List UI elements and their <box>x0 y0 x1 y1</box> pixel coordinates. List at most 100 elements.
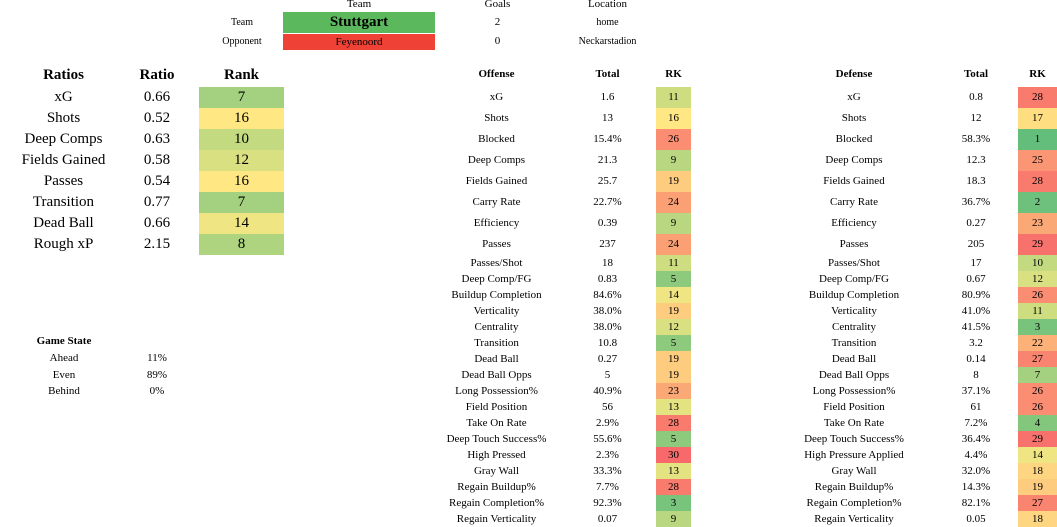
row-rank: 26 <box>656 129 691 150</box>
row-label: Passes/Shot <box>470 257 523 269</box>
row-rank: 5 <box>656 431 691 447</box>
row-value: 89% <box>146 368 168 381</box>
row-rank: 19 <box>656 303 691 319</box>
row-value: 38.0% <box>593 305 622 317</box>
row-rank: 13 <box>656 463 691 479</box>
rank-header: Rank <box>223 67 260 83</box>
game-state-title: Game State <box>36 335 92 347</box>
row-label: xG <box>847 91 861 103</box>
row-rank: 26 <box>1018 399 1057 415</box>
table-row: Fields Gained 0.58 12 <box>0 150 290 171</box>
row-rank: 12 <box>199 150 284 171</box>
row-label: Passes <box>43 173 84 189</box>
row-value: 0.14 <box>966 353 986 365</box>
row-rank: 10 <box>199 129 284 150</box>
row-rank: 17 <box>1018 108 1057 129</box>
row-label: Deep Touch Success% <box>804 433 904 445</box>
row-label: Transition <box>831 337 877 349</box>
row-label: Centrality <box>474 321 519 333</box>
row-label: High Pressed <box>467 449 526 461</box>
row-value: 12.3 <box>966 154 986 166</box>
row-rank: 19 <box>656 367 691 383</box>
row-rank: 10 <box>1018 255 1057 271</box>
row-label: Gray Wall <box>473 465 520 477</box>
row-value: 11% <box>147 352 167 364</box>
row-value: 0.77 <box>143 194 171 210</box>
row-value: 0.05 <box>966 513 986 525</box>
row-value: 21.3 <box>597 154 618 166</box>
row-value: 0.66 <box>143 89 171 105</box>
row-label: Shots <box>484 112 509 124</box>
goals-column-header: Goals <box>484 0 511 10</box>
opponent-name-cell: Feyenoord <box>283 34 435 50</box>
offense-header: Offense <box>478 68 515 80</box>
row-label: High Pressure Applied <box>804 449 904 461</box>
row-value: 36.7% <box>961 196 991 208</box>
row-label: Long Possession% <box>812 385 896 397</box>
row-label: Carry Rate <box>830 196 878 208</box>
row-label: Fields Gained <box>823 175 885 187</box>
row-value: 205 <box>967 238 985 250</box>
row-rank: 30 <box>656 447 691 463</box>
row-label: Transition <box>32 194 95 210</box>
row-label: Gray Wall <box>831 465 877 477</box>
row-value: 0.39 <box>597 217 618 229</box>
offense-rk-header: RK <box>665 68 682 80</box>
row-value: 0.8 <box>969 91 983 103</box>
row-value: 25.7 <box>597 175 618 187</box>
row-rank: 11 <box>1018 303 1057 319</box>
row-label: Regain Buildup% <box>814 481 894 493</box>
row-label: Deep Comp/FG <box>461 273 532 285</box>
row-value: 14.3% <box>961 481 991 493</box>
row-label: Even <box>52 368 76 381</box>
row-value: 0.52 <box>143 110 171 126</box>
row-label: Rough xP <box>33 236 94 252</box>
row-label: Efficiency <box>473 217 520 229</box>
row-value: 0.83 <box>597 273 618 285</box>
row-value: 4.4% <box>964 449 988 461</box>
row-rank: 26 <box>1018 383 1057 399</box>
row-label: Buildup Completion <box>451 289 542 301</box>
row-label: Blocked <box>478 133 515 145</box>
row-rank: 13 <box>656 399 691 415</box>
row-value: 237 <box>599 238 616 250</box>
row-value: 12 <box>970 112 982 124</box>
row-rank: 29 <box>1018 431 1057 447</box>
opponent-goals: 0 <box>494 35 501 47</box>
row-rank: 19 <box>1018 479 1057 495</box>
row-label: Regain Verticality <box>456 513 537 525</box>
row-value: 0.63 <box>143 131 171 147</box>
row-label: Take On Rate <box>823 417 885 429</box>
row-value: 41.5% <box>961 321 991 333</box>
table-row: Passes 0.54 16 <box>0 171 290 192</box>
row-rank: 14 <box>656 287 691 303</box>
table-row: Shots 0.52 16 <box>0 108 290 129</box>
row-label: Buildup Completion <box>808 289 900 301</box>
row-rank: 14 <box>199 213 284 234</box>
row-value: 1.6 <box>600 91 615 103</box>
row-value: 61 <box>970 401 982 413</box>
row-rank: 19 <box>656 351 691 367</box>
row-value: 13 <box>602 112 613 124</box>
row-value: 0.27 <box>966 217 986 229</box>
row-label: Field Position <box>465 401 528 413</box>
row-value: 58.3% <box>961 133 991 145</box>
row-value: 84.6% <box>593 289 622 301</box>
row-value: 38.0% <box>593 321 622 333</box>
row-rank: 7 <box>199 192 284 213</box>
table-row: Transition 0.77 7 <box>0 192 290 213</box>
row-rank: 28 <box>1018 87 1057 108</box>
row-label: Dead Ball <box>831 353 877 365</box>
row-label: xG <box>54 89 73 105</box>
row-value: 2.3% <box>596 449 619 461</box>
row-value: 18 <box>602 257 613 269</box>
row-rank: 9 <box>656 150 691 171</box>
row-label: Verticality <box>831 305 877 317</box>
offense-total-header: Total <box>595 68 620 80</box>
row-rank: 16 <box>199 171 284 192</box>
row-label: Behind <box>48 385 80 397</box>
row-label: Centrality <box>832 321 876 333</box>
row-value: 56 <box>602 401 613 413</box>
row-rank: 27 <box>1018 351 1057 367</box>
row-rank: 29 <box>1018 234 1057 255</box>
